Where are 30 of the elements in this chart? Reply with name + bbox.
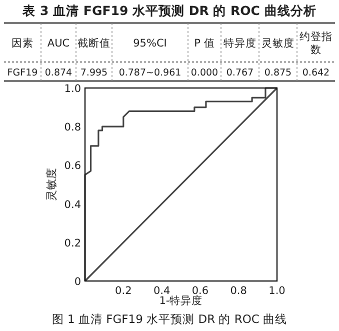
text: AUC	[47, 38, 70, 50]
x-tick-label: 0.8	[230, 285, 247, 297]
text: 0.000	[190, 68, 218, 78]
x-tick-label: 0.4	[153, 285, 170, 297]
x-axis-title: 1-特异度	[159, 294, 203, 307]
y-axis-title: 灵敏度	[45, 168, 58, 201]
text: 约登指数	[300, 31, 332, 56]
x-tick-label: 1.0	[268, 285, 286, 297]
text: 图 1 血清 FGF19 水平预测 DR 的 ROC 曲线	[52, 312, 288, 326]
y-tick-label: 0.2	[64, 237, 81, 250]
text: 0.874	[44, 68, 72, 78]
text: 灵敏度	[262, 36, 294, 50]
text: 0.875	[264, 68, 292, 78]
text: 0.787~0.961	[118, 68, 182, 78]
text: 表 3 血清 FGF19 水平预测 DR 的 ROC 曲线分析	[22, 3, 316, 18]
y-tick-label: 0.6	[64, 160, 82, 172]
text: P 值	[194, 38, 215, 50]
text: 截断值	[78, 36, 110, 50]
x-tick-label: 0.2	[115, 285, 132, 297]
text: 因素	[12, 36, 34, 50]
text: 95%CI	[133, 38, 167, 50]
text: FGF19	[7, 68, 38, 78]
text: 0.642	[302, 68, 330, 78]
y-tick-label: 0.8	[64, 122, 81, 134]
y-tick-label: 0	[74, 276, 81, 288]
text: 特异度	[224, 36, 256, 50]
text: 7.995	[80, 68, 108, 78]
y-tick-label: 1.0	[64, 83, 81, 95]
y-tick-label: 0.4	[64, 198, 82, 211]
text: 0.767	[226, 68, 254, 78]
